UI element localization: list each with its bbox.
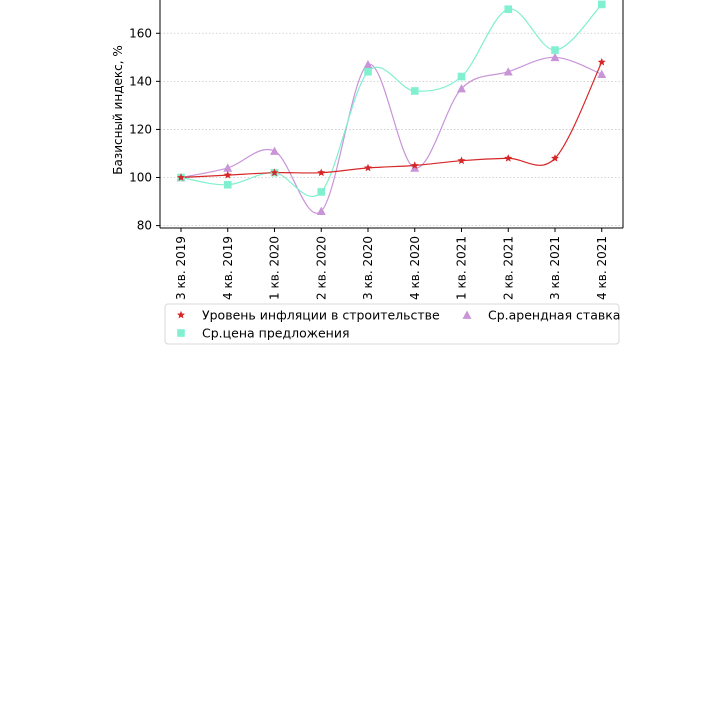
data-point [457,84,466,93]
legend-label: Уровень инфляции в строительстве [202,308,440,323]
data-point [177,173,185,181]
x-tick-label: 4 кв. 2021 [595,236,609,300]
series-line [180,61,603,179]
x-tick-label: 4 кв. 2020 [408,236,422,300]
y-axis-title: Базисный индекс, % [111,45,125,175]
data-point [410,87,419,95]
y-tick-label: 80 [137,219,152,233]
data-point [410,161,419,169]
legend-marker [177,310,185,319]
legend-marker [177,329,185,337]
x-tick-label: 3 кв. 2021 [548,236,562,300]
series-layer [176,0,607,215]
legend-marker [462,310,472,319]
data-point [223,180,232,189]
x-tick-label: 1 кв. 2020 [268,236,282,300]
grid-layer [160,32,623,226]
data-point [550,52,560,62]
axes-layer: 80 100 120 140 160 3 кв. 2019 4 кв. 2019 1 кв. … [129,0,624,300]
data-point [504,5,513,14]
data-point [504,154,513,162]
x-tick-label: 2 кв. 2020 [314,236,328,300]
data-point [551,154,559,162]
data-point [270,168,279,177]
data-point [410,163,420,172]
legend-label: Ср.цена предложения [202,326,350,341]
legend-box [164,303,620,345]
data-point [270,146,279,155]
data-point [223,163,233,172]
data-point [597,69,607,78]
legend-label: Ср.арендная ставка [488,308,620,323]
x-tick-label: 3 кв. 2020 [361,236,375,300]
data-point [551,46,559,54]
data-point [597,57,606,66]
data-point [363,60,373,69]
data-point [364,163,372,172]
data-point [457,156,466,165]
data-point [597,0,606,9]
series-line [180,3,603,198]
x-tick-label: 2 кв. 2021 [501,236,515,300]
data-point [457,72,466,81]
data-point [223,170,232,179]
x-tick-label: 3 кв. 2019 [174,236,188,300]
y-tick-label: 120 [129,122,152,136]
data-point [364,67,372,76]
data-point [317,168,326,177]
data-point [503,67,513,76]
y-tick-label: 140 [129,74,152,88]
data-point [317,188,326,196]
y-tick-label: 100 [129,171,152,185]
series-line [180,56,602,214]
x-tick-label: 1 кв. 2021 [455,236,469,300]
legend: Уровень инфляции в строительстве Ср.аренд… [164,303,620,345]
x-tick-label: 4 кв. 2019 [221,236,235,300]
y-tick-label: 160 [129,26,152,40]
data-point [316,206,326,215]
